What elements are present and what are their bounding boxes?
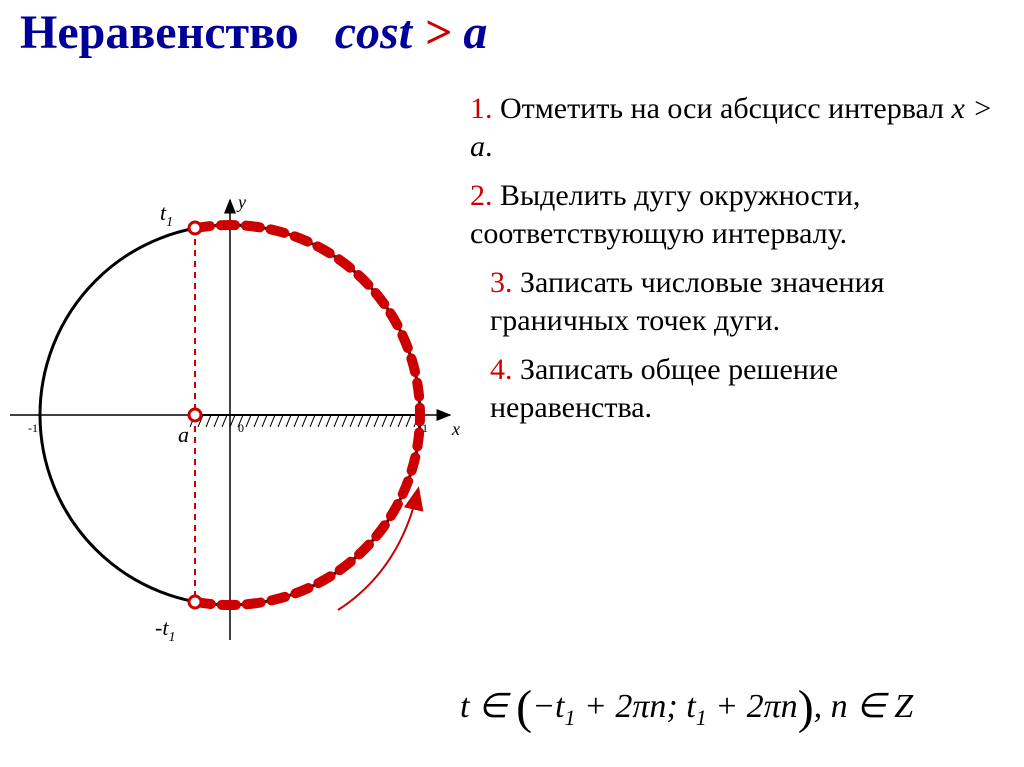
step-3: 3. Записать числовые значения граничных … bbox=[490, 264, 1000, 339]
title-op: > bbox=[424, 6, 451, 59]
formula-inner: −t bbox=[532, 688, 564, 725]
step-1: 1. Отметить на оси абсцисс интервал x > … bbox=[470, 90, 1000, 165]
t1-bottom-label: -t1 bbox=[155, 615, 175, 645]
x-axis-label: x bbox=[451, 419, 460, 439]
step-2: 2. Выделить дугу окружности, соответству… bbox=[470, 177, 1000, 252]
solution-formula: t ∈ (−t1 + 2πn; t1 + 2πn), n ∈ Z bbox=[460, 680, 913, 735]
unit-circle-diagram: y x 0 1 -1 a t1 -t1 bbox=[0, 190, 460, 660]
open-point bbox=[189, 596, 201, 608]
steps-list: 1. Отметить на оси абсцисс интервал x > … bbox=[470, 90, 1000, 438]
step-4: 4. Записать общее решение неравенства. bbox=[490, 351, 1000, 426]
tick-label-1: 1 bbox=[422, 421, 428, 435]
step-text: Выделить дугу окружности, соответствующу… bbox=[470, 179, 860, 250]
formula-pre: t ∈ bbox=[460, 688, 516, 725]
lparen: ( bbox=[516, 681, 532, 734]
origin-label: 0 bbox=[238, 421, 244, 435]
page-title: Неравенство cost > a bbox=[20, 5, 487, 60]
formula-tail: n ∈ Z bbox=[822, 688, 913, 725]
title-var: a bbox=[463, 6, 487, 59]
diagram-svg: y x 0 1 -1 a t1 -t1 bbox=[0, 190, 460, 660]
a-label: a bbox=[178, 422, 189, 447]
step-num: 3. bbox=[490, 266, 513, 299]
title-func: cost bbox=[335, 6, 412, 59]
tick-label-neg1: -1 bbox=[28, 421, 38, 435]
direction-arrow bbox=[338, 490, 418, 610]
rparen: ) bbox=[798, 681, 814, 734]
sub: 1 bbox=[696, 705, 707, 730]
step-num: 1. bbox=[470, 92, 493, 125]
t1-top-label: t1 bbox=[160, 200, 173, 230]
step-text: Отметить на оси абсцисс интервал bbox=[500, 92, 952, 125]
open-point bbox=[189, 409, 201, 421]
formula-mid1: + 2πn; t bbox=[575, 688, 695, 725]
open-point bbox=[189, 222, 201, 234]
formula-mid2: + 2πn bbox=[707, 688, 798, 725]
step-text: Записать числовые значения граничных точ… bbox=[490, 266, 884, 337]
step-num: 2. bbox=[470, 179, 493, 212]
step-num: 4. bbox=[490, 353, 513, 386]
comma: , bbox=[814, 688, 823, 725]
y-axis-label: y bbox=[236, 192, 246, 212]
step-text: Записать общее решение неравенства. bbox=[490, 353, 838, 424]
interval-hatching bbox=[190, 415, 419, 427]
sub: 1 bbox=[564, 705, 575, 730]
title-word: Неравенство bbox=[20, 6, 299, 59]
